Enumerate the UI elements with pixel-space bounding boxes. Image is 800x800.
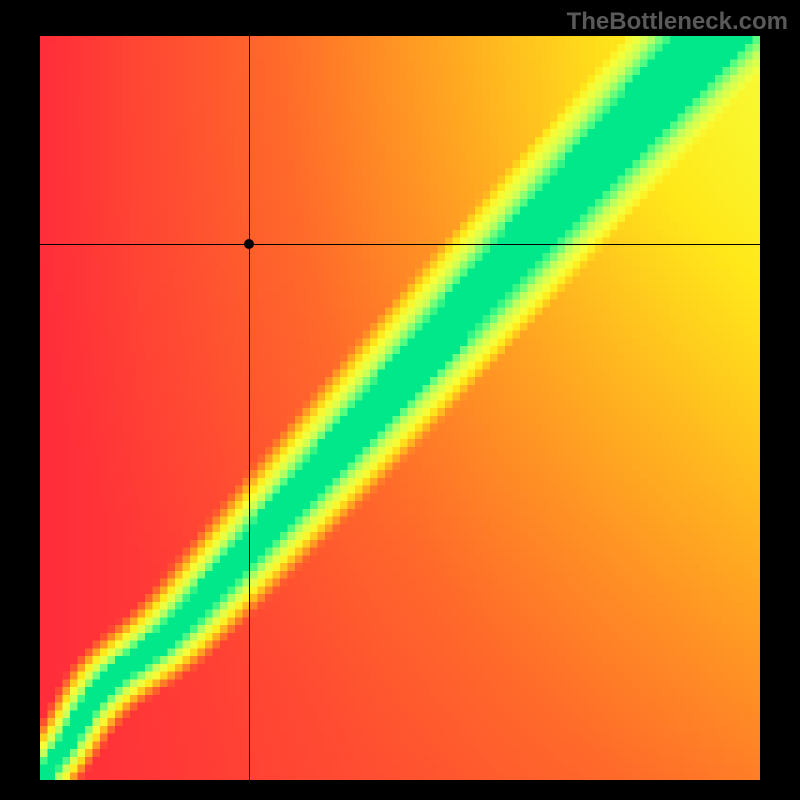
bottleneck-heatmap xyxy=(40,36,760,780)
crosshair-horizontal xyxy=(40,244,760,245)
crosshair-vertical xyxy=(249,36,250,780)
chart-container: TheBottleneck.com xyxy=(0,0,800,800)
watermark-text: TheBottleneck.com xyxy=(567,8,788,36)
crosshair-point xyxy=(244,239,254,249)
